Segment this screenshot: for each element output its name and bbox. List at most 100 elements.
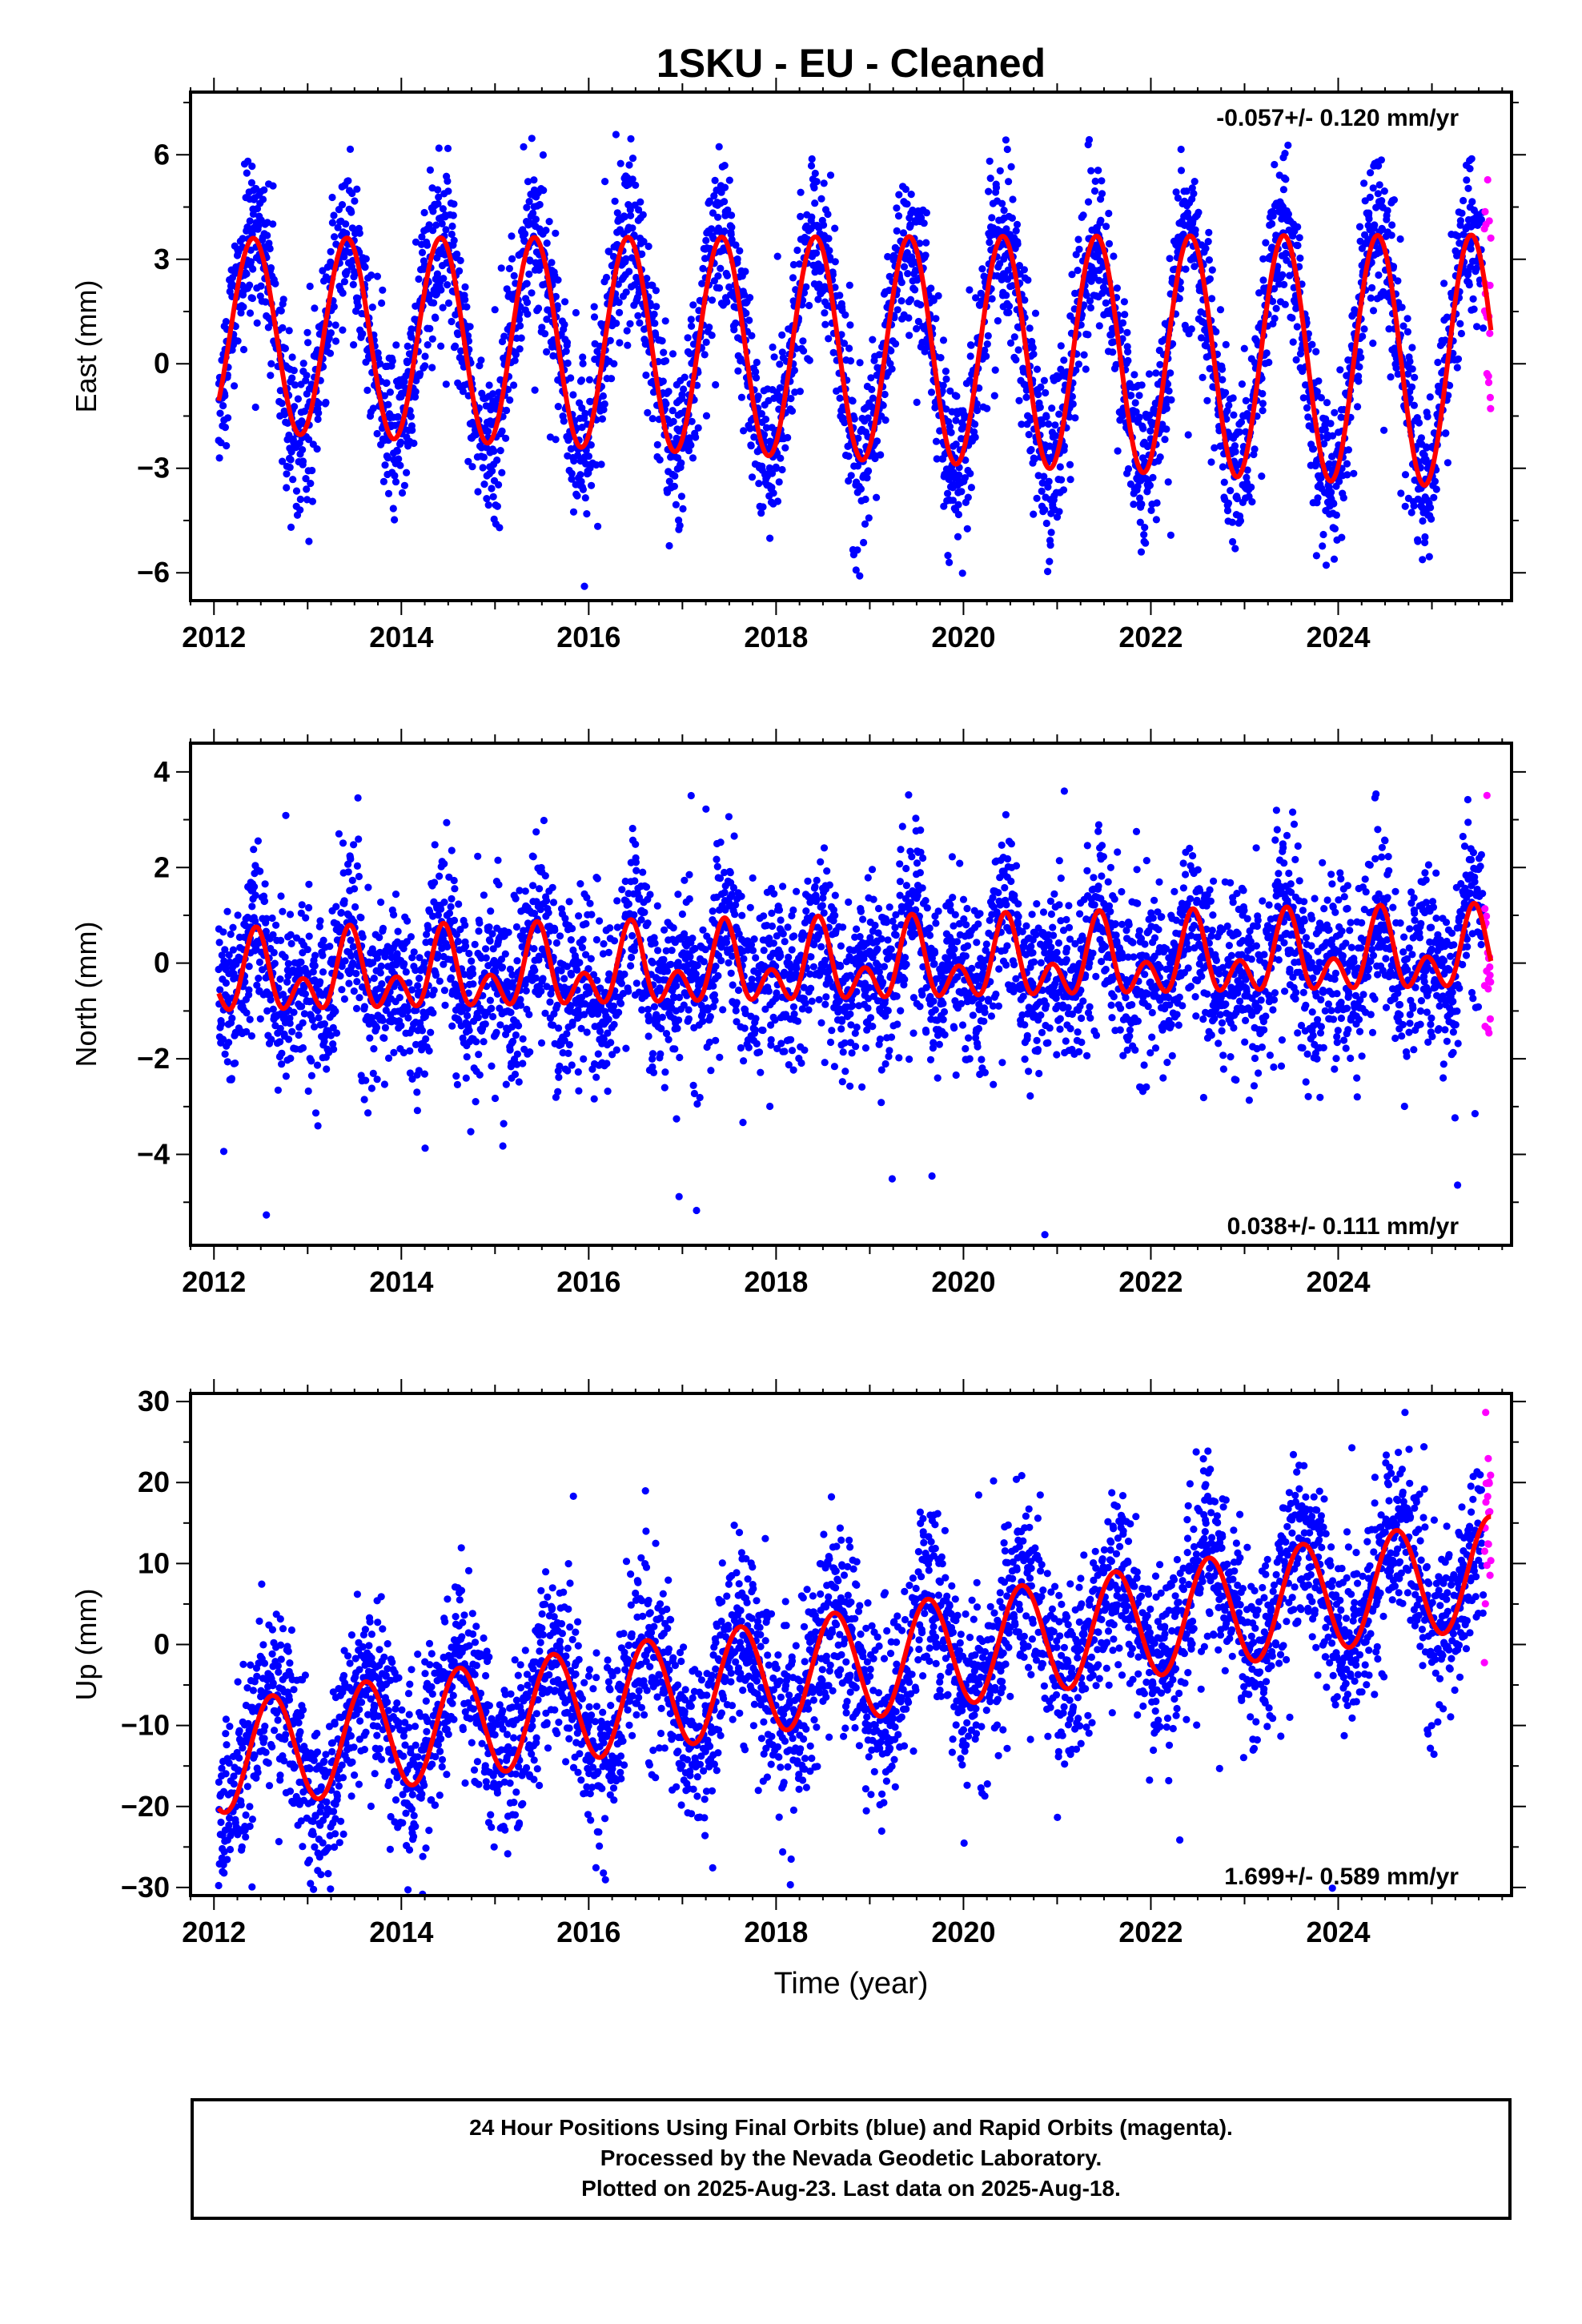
east-point: [1202, 244, 1210, 252]
east-point: [1456, 320, 1464, 328]
east-point: [296, 506, 304, 514]
north-point: [319, 968, 327, 976]
east-point: [1007, 163, 1015, 171]
east-point: [1056, 463, 1064, 471]
east-point: [444, 187, 452, 195]
east-point: [907, 191, 915, 199]
east-point: [1110, 252, 1118, 260]
north-point: [450, 916, 459, 924]
east-point: [672, 501, 681, 509]
east-point: [1263, 349, 1271, 357]
east-point: [435, 193, 443, 201]
east-point: [879, 401, 887, 409]
north-point: [373, 1076, 381, 1084]
east-point: [1190, 190, 1198, 198]
east-point: [508, 232, 516, 240]
east-point: [1469, 295, 1477, 303]
north-ylabel: North (mm): [70, 922, 102, 1068]
east-point: [715, 284, 724, 292]
east-point: [740, 427, 748, 435]
east-point: [1279, 271, 1287, 279]
east-point: [627, 211, 635, 219]
east-point: [576, 471, 584, 479]
east-point: [981, 346, 989, 354]
east-point: [1086, 304, 1094, 312]
east-point: [861, 495, 869, 504]
east-point: [523, 299, 532, 307]
east-point: [753, 374, 761, 382]
north-point: [303, 946, 311, 954]
east-point: [788, 407, 797, 415]
east-point: [661, 317, 669, 325]
east-point: [347, 208, 355, 216]
east-point: [781, 444, 789, 452]
north-point: [378, 980, 386, 988]
east-point: [1309, 445, 1318, 453]
north-point: [255, 975, 263, 983]
east-point: [1095, 276, 1103, 284]
east-point: [1141, 524, 1149, 532]
east-point: [395, 455, 403, 463]
east-point: [277, 307, 285, 315]
east-point: [863, 474, 871, 482]
east-point: [628, 175, 636, 183]
east-point: [784, 433, 792, 442]
east-rapid-point: [1486, 393, 1494, 401]
east-point: [820, 179, 828, 187]
north-point: [376, 969, 384, 977]
east-point: [1322, 561, 1331, 569]
east-point: [569, 391, 577, 399]
east-point: [393, 447, 401, 455]
east-point: [609, 252, 618, 260]
east-point: [775, 478, 783, 486]
east-point: [1014, 346, 1022, 354]
east-point: [702, 338, 710, 346]
east-point: [808, 155, 816, 163]
north-point: [256, 867, 264, 875]
east-point: [1110, 338, 1118, 346]
east-point: [1079, 211, 1087, 219]
east-point: [552, 436, 560, 444]
east-point: [702, 412, 711, 420]
east-point: [577, 477, 585, 486]
east-point: [313, 445, 321, 453]
east-point: [1114, 447, 1122, 455]
east-point: [628, 224, 636, 232]
east-point: [463, 303, 471, 311]
east-point: [346, 145, 355, 153]
north-point: [223, 907, 231, 915]
east-point: [340, 253, 348, 261]
east-point: [416, 370, 424, 378]
east-point: [601, 178, 609, 186]
east-point: [1004, 266, 1012, 274]
east-point: [789, 260, 798, 269]
east-point: [1036, 404, 1044, 412]
east-point: [1339, 494, 1347, 502]
east-point: [1222, 340, 1230, 348]
east-point: [856, 572, 864, 580]
east-point: [961, 414, 969, 422]
east-point: [503, 406, 511, 415]
east-point: [338, 201, 347, 209]
east-point: [1123, 328, 1131, 336]
east-point: [1044, 483, 1052, 491]
east-point: [1156, 360, 1164, 368]
east-point: [728, 235, 736, 243]
east-point: [570, 456, 578, 465]
east-point: [528, 289, 536, 297]
east-point: [1038, 487, 1046, 496]
east-point: [1271, 315, 1279, 323]
east-point: [493, 456, 501, 464]
north-point: [307, 1072, 315, 1080]
east-point: [553, 302, 561, 310]
east-point: [658, 337, 666, 345]
north-point: [315, 1014, 323, 1022]
east-point: [1090, 272, 1098, 280]
east-point: [1074, 267, 1082, 275]
east-point: [1354, 403, 1362, 411]
east-point: [920, 219, 928, 227]
north-point: [351, 885, 359, 893]
north-point: [452, 1072, 460, 1080]
east-point: [545, 218, 553, 226]
north-point: [397, 1022, 405, 1030]
